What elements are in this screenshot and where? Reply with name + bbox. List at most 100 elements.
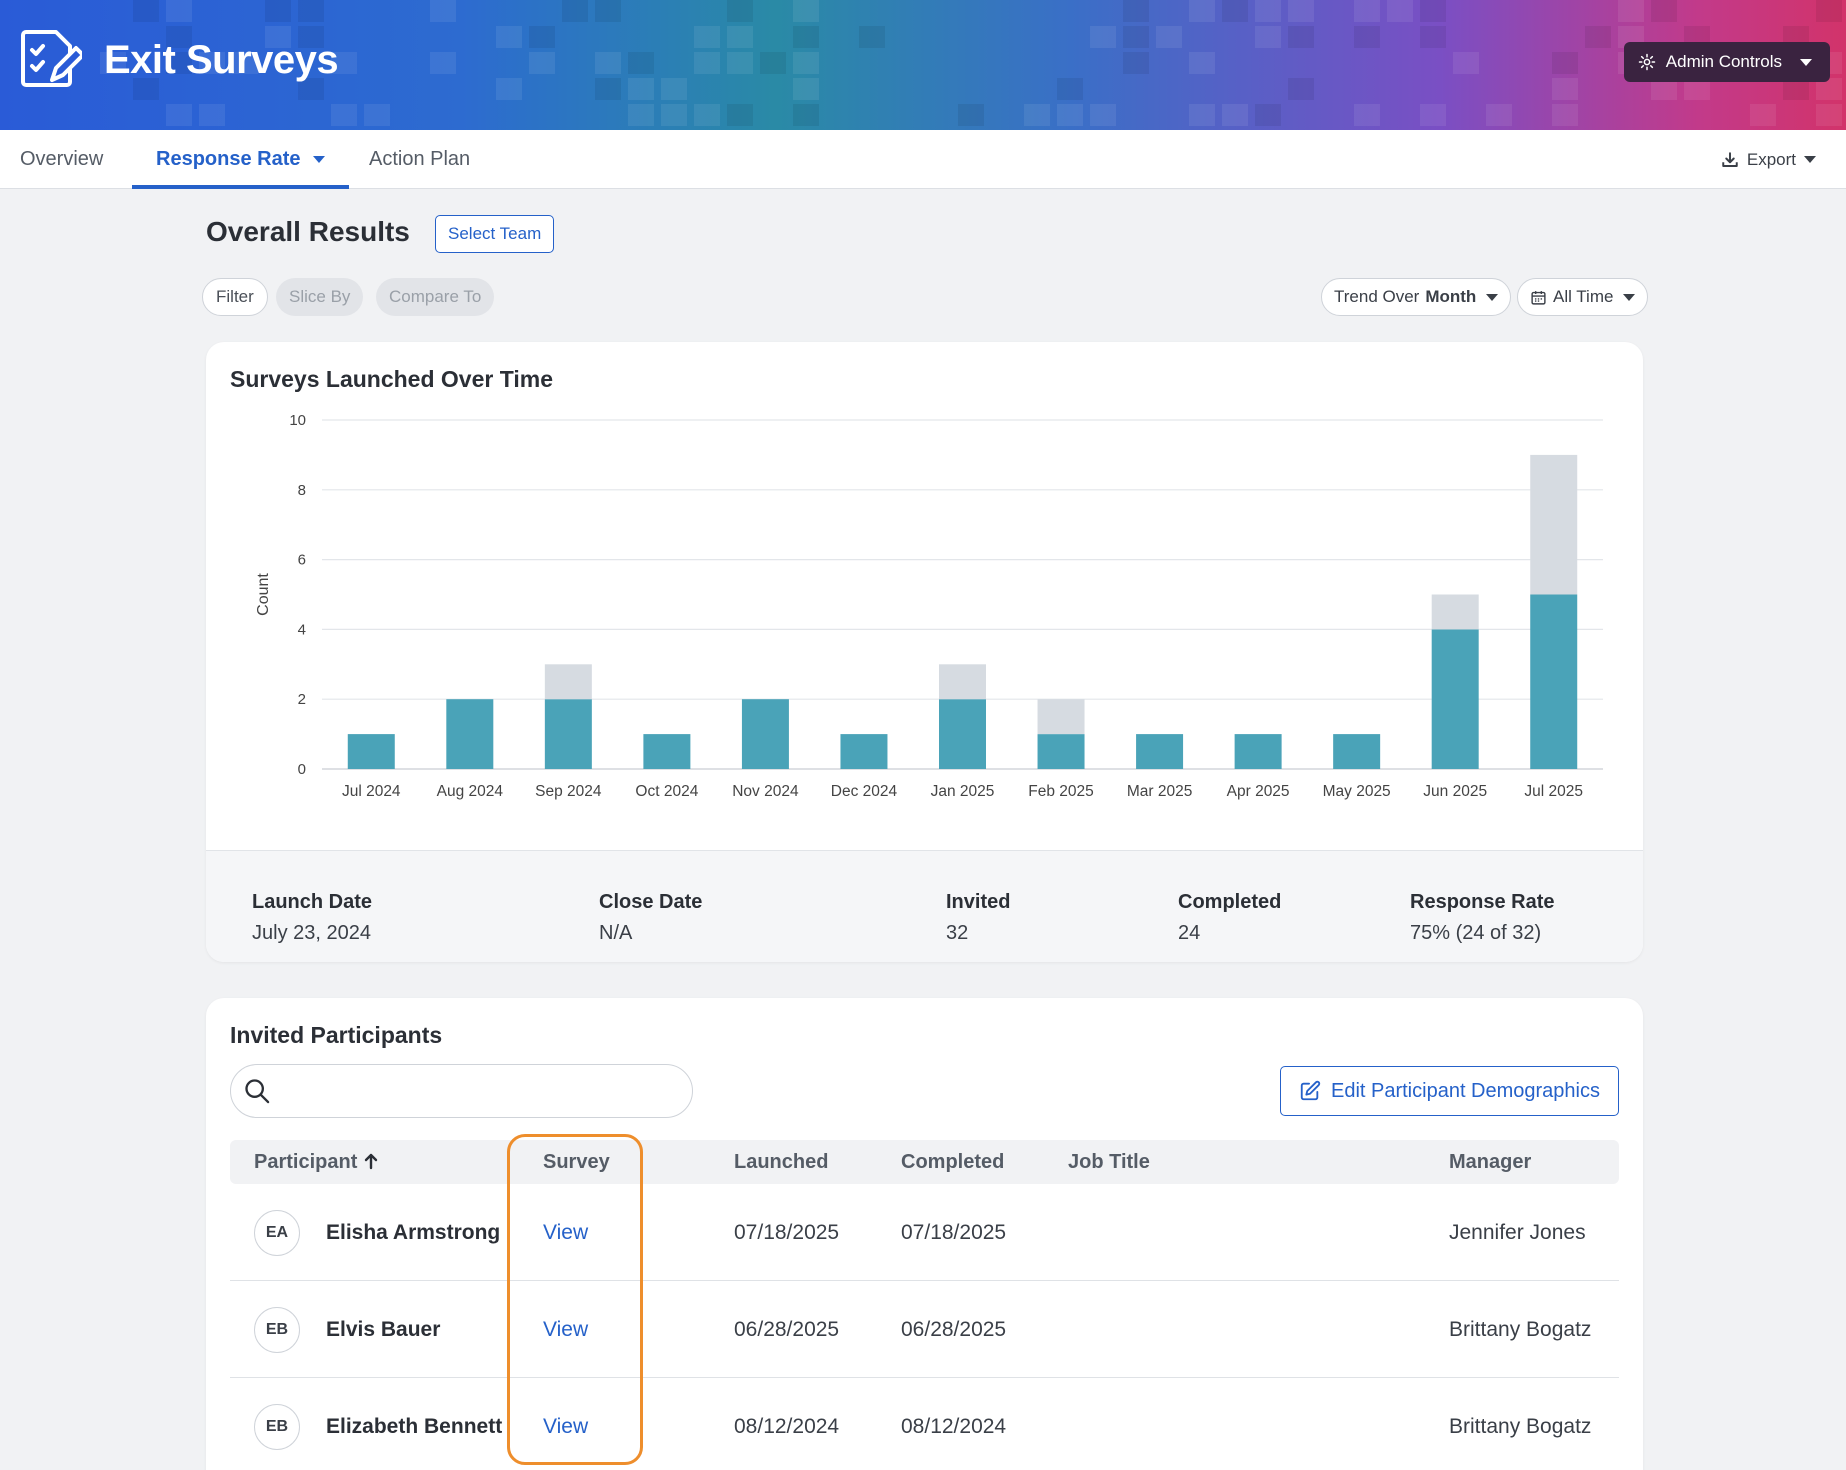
header-pixel bbox=[1651, 78, 1677, 100]
slice-by-button[interactable]: Slice By bbox=[276, 278, 364, 316]
header-pixel bbox=[1123, 52, 1149, 74]
column-manager[interactable]: Manager bbox=[1449, 1151, 1532, 1173]
header-pixel bbox=[232, 52, 258, 74]
table-row: EA Elisha Armstrong View 07/18/2025 07/1… bbox=[230, 1184, 1619, 1281]
launch-date-stat: Launch Date July 23, 2024 bbox=[252, 891, 372, 945]
header-pixel bbox=[199, 52, 225, 74]
tab-response-rate-label: Response Rate bbox=[156, 148, 301, 170]
header-pixel bbox=[793, 26, 819, 48]
chevron-down-icon bbox=[312, 156, 325, 164]
gear-icon bbox=[1638, 53, 1656, 71]
x-tick-label: Jul 2025 bbox=[1524, 783, 1583, 800]
bar-primary bbox=[544, 699, 592, 769]
header-pixel bbox=[166, 52, 192, 74]
column-participant[interactable]: Participant bbox=[254, 1140, 379, 1184]
manager-name: Brittany Bogatz bbox=[1449, 1318, 1592, 1341]
launch-date-value: July 23, 2024 bbox=[252, 922, 371, 944]
chevron-down-icon bbox=[1800, 58, 1812, 66]
bar-primary bbox=[741, 699, 789, 769]
header-pixel bbox=[529, 52, 555, 74]
time-range-dropdown[interactable]: All Time bbox=[1517, 278, 1649, 316]
tab-overview[interactable]: Overview bbox=[20, 148, 104, 170]
manager-name: Brittany Bogatz bbox=[1449, 1415, 1592, 1438]
header-pixel bbox=[793, 52, 819, 74]
header-pixel bbox=[1420, 104, 1446, 126]
export-button[interactable]: Export bbox=[1721, 130, 1816, 189]
header-pixel bbox=[1189, 52, 1215, 74]
chart-card: Surveys Launched Over Time 0 2 4 6 8 10 Count J… bbox=[206, 342, 1643, 962]
view-survey-link[interactable]: View bbox=[543, 1415, 589, 1438]
header-pixel bbox=[760, 52, 786, 74]
launched-date: 08/12/2024 bbox=[734, 1415, 840, 1438]
table-row: EB Elvis Bauer View 06/28/2025 06/28/202… bbox=[230, 1281, 1619, 1378]
view-survey-link[interactable]: View bbox=[543, 1318, 589, 1341]
header-pixel bbox=[166, 0, 192, 22]
header-pixel bbox=[628, 78, 654, 100]
x-tick-label: Feb 2025 bbox=[1028, 783, 1094, 800]
completed-label: Completed bbox=[1178, 891, 1282, 913]
x-tick-label: Jan 2025 bbox=[931, 783, 995, 800]
x-tick-label: Oct 2024 bbox=[635, 783, 698, 800]
tab-response-rate[interactable]: Response Rate bbox=[132, 130, 349, 189]
x-tick-label: Jun 2025 bbox=[1423, 783, 1487, 800]
header-pixel bbox=[1222, 0, 1248, 22]
completed-stat: Completed 24 bbox=[1178, 891, 1281, 945]
bar-secondary bbox=[544, 664, 592, 700]
select-team-button[interactable]: Select Team bbox=[435, 215, 555, 253]
header-pixel bbox=[1123, 0, 1149, 22]
participant-name: Elizabeth Bennett bbox=[326, 1415, 503, 1438]
app-title: Exit Surveys bbox=[104, 38, 339, 82]
column-completed[interactable]: Completed bbox=[901, 1151, 1005, 1173]
launched-date: 06/28/2025 bbox=[734, 1318, 840, 1341]
y-tick-label: 8 bbox=[298, 482, 306, 499]
header-pixel bbox=[1354, 0, 1380, 22]
avatar: EA bbox=[254, 1210, 300, 1256]
x-tick-label: Sep 2024 bbox=[535, 783, 602, 800]
x-tick-label: Apr 2025 bbox=[1227, 783, 1290, 800]
avatar: EB bbox=[254, 1404, 300, 1450]
app-header: Exit Surveys Admin Controls bbox=[0, 0, 1846, 130]
header-pixel bbox=[694, 52, 720, 74]
trend-over-dropdown[interactable]: Trend Over Month bbox=[1321, 278, 1512, 316]
participants-card: Invited Participants Edit Participant De… bbox=[206, 998, 1643, 1470]
header-pixel bbox=[727, 104, 753, 126]
edit-demographics-button[interactable]: Edit Participant Demographics bbox=[1279, 1066, 1619, 1116]
header-pixel bbox=[661, 104, 687, 126]
time-range-label: All Time bbox=[1553, 287, 1614, 306]
table-header: Participant Survey Launched Completed Jo… bbox=[230, 1140, 1619, 1184]
bar-primary bbox=[1530, 594, 1578, 769]
participant-name: Elvis Bauer bbox=[326, 1318, 441, 1341]
header-pixel bbox=[529, 26, 555, 48]
view-survey-link[interactable]: View bbox=[543, 1221, 589, 1244]
admin-controls-button[interactable]: Admin Controls bbox=[1623, 42, 1830, 82]
bar-secondary bbox=[1037, 699, 1085, 735]
header-pixel bbox=[793, 104, 819, 126]
header-pixel bbox=[133, 78, 159, 100]
header-pixel bbox=[1123, 26, 1149, 48]
header-pixel bbox=[496, 78, 522, 100]
search-input[interactable] bbox=[230, 1064, 693, 1118]
tab-action-plan[interactable]: Action Plan bbox=[369, 148, 471, 170]
edit-icon bbox=[1300, 1080, 1321, 1101]
bar-primary bbox=[939, 699, 986, 769]
header-pixel bbox=[1783, 78, 1809, 100]
completed-value: 24 bbox=[1178, 922, 1201, 944]
admin-controls-label: Admin Controls bbox=[1665, 52, 1782, 71]
x-tick-label: May 2025 bbox=[1323, 783, 1391, 800]
export-label: Export bbox=[1746, 149, 1796, 169]
column-job-title[interactable]: Job Title bbox=[1068, 1151, 1150, 1173]
header-pixel bbox=[1420, 26, 1446, 48]
header-pixel bbox=[166, 26, 192, 48]
column-survey[interactable]: Survey bbox=[543, 1151, 610, 1173]
column-launched[interactable]: Launched bbox=[734, 1151, 829, 1173]
bar-primary bbox=[347, 734, 395, 769]
header-pixel bbox=[793, 0, 819, 22]
compare-to-button[interactable]: Compare To bbox=[376, 278, 495, 316]
filter-button[interactable]: Filter bbox=[202, 278, 268, 316]
bar-secondary bbox=[939, 664, 986, 700]
chevron-down-icon bbox=[1623, 293, 1636, 301]
launch-date-label: Launch Date bbox=[252, 891, 373, 913]
completed-date: 06/28/2025 bbox=[901, 1318, 1007, 1341]
header-pixel bbox=[628, 104, 654, 126]
page-title: Overall Results bbox=[206, 216, 410, 247]
